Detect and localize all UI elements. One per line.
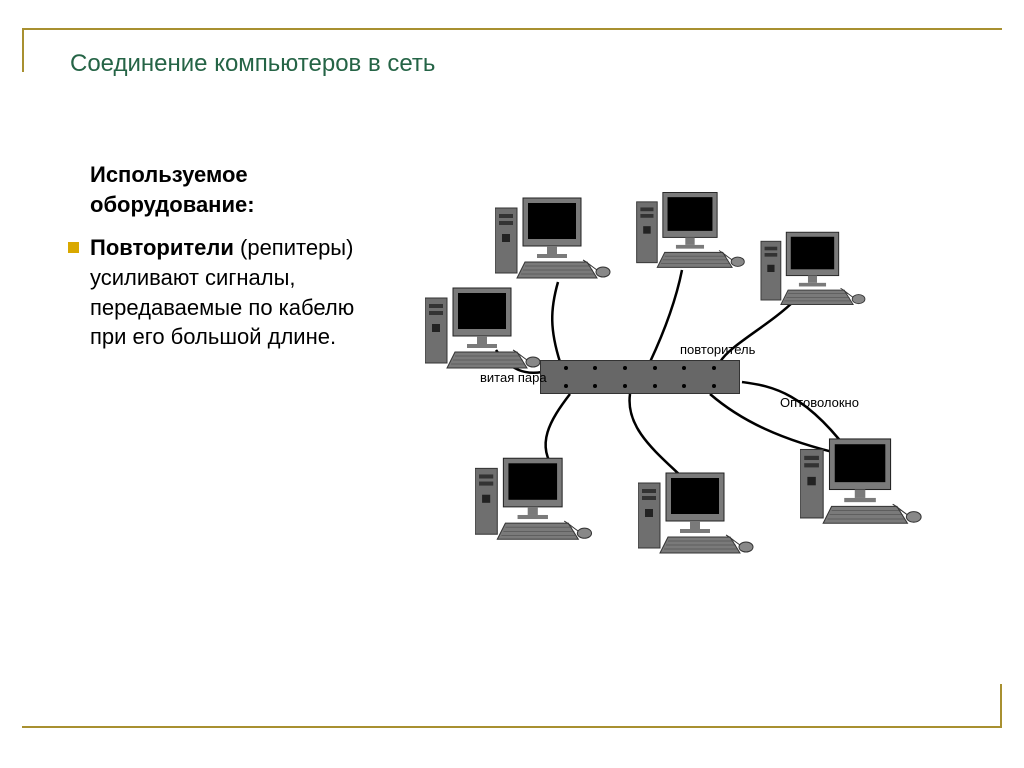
pc-bottom-mid [638,465,758,570]
pc-left [425,280,545,385]
bullet-bold-term: Повторители [90,235,234,260]
repeater-hub [540,360,740,394]
slide-title: Соединение компьютеров в сеть [70,50,435,78]
pc-top-mid [636,185,750,284]
pc-bottom-left [475,450,597,557]
equipment-heading: Используемое оборудование: [90,160,370,219]
bullet-text: Повторители (репитеры) усиливают сигналы… [90,233,370,352]
text-column: Используемое оборудование: Повторители (… [90,160,370,352]
bullet-icon [68,242,79,253]
network-diagram: повторитель витая пара Оптоволокно [400,170,960,610]
hub-label: повторитель [680,342,755,357]
pc-top-right [760,225,870,320]
pc-bottom-right [800,430,926,541]
bullet-item: Повторители (репитеры) усиливают сигналы… [90,233,370,352]
right-cable-label: Оптоволокно [780,395,859,410]
